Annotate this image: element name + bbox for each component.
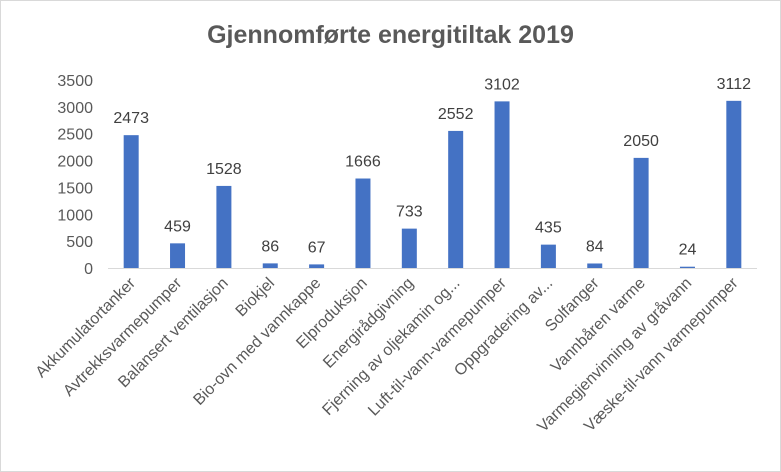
data-label: 67 (308, 239, 326, 256)
data-label: 459 (164, 218, 191, 235)
bar (123, 135, 139, 268)
bar (401, 228, 417, 268)
y-tick-label: 1000 (57, 207, 93, 224)
y-tick-label: 0 (84, 261, 93, 278)
data-label: 1666 (345, 154, 381, 171)
bar (170, 243, 186, 268)
data-label: 24 (679, 242, 697, 259)
bar (355, 178, 371, 268)
y-tick-label: 500 (66, 234, 93, 251)
y-tick-label: 3500 (57, 73, 93, 90)
bar (216, 185, 232, 268)
bar (448, 130, 464, 268)
bar (726, 100, 742, 268)
y-tick-label: 2000 (57, 154, 93, 171)
bar (679, 266, 695, 268)
bar (309, 264, 325, 268)
data-label: 733 (396, 204, 423, 221)
chart-title: Gjennomførte energitiltak 2019 (207, 21, 574, 49)
data-label: 2473 (113, 110, 149, 127)
data-label: 1528 (206, 161, 242, 178)
bar (633, 157, 649, 268)
data-label: 86 (261, 238, 279, 255)
data-label: 84 (586, 238, 604, 255)
y-tick-label: 2500 (57, 127, 93, 144)
data-label: 3112 (717, 76, 752, 93)
data-label: 2050 (623, 133, 659, 150)
bar (587, 263, 603, 268)
data-label: 2552 (438, 106, 474, 123)
y-tick-label: 1500 (57, 180, 93, 197)
y-tick-label: 3000 (57, 100, 93, 117)
category-label: Biokjel (233, 275, 278, 320)
data-label: 3102 (484, 76, 520, 93)
bar (540, 244, 556, 268)
bar (494, 101, 510, 268)
bar (262, 263, 278, 268)
data-label: 435 (535, 220, 562, 237)
